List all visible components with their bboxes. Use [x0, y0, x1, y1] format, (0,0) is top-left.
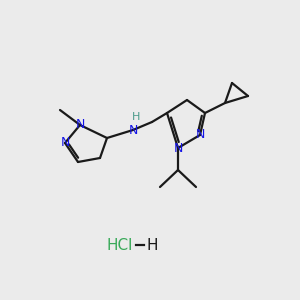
Text: N: N: [173, 142, 183, 154]
Text: HCl: HCl: [107, 238, 133, 253]
Text: H: H: [146, 238, 158, 253]
Text: H: H: [132, 112, 140, 122]
Text: N: N: [195, 128, 205, 142]
Text: N: N: [60, 136, 70, 149]
Text: N: N: [75, 118, 85, 131]
Text: N: N: [128, 124, 138, 136]
